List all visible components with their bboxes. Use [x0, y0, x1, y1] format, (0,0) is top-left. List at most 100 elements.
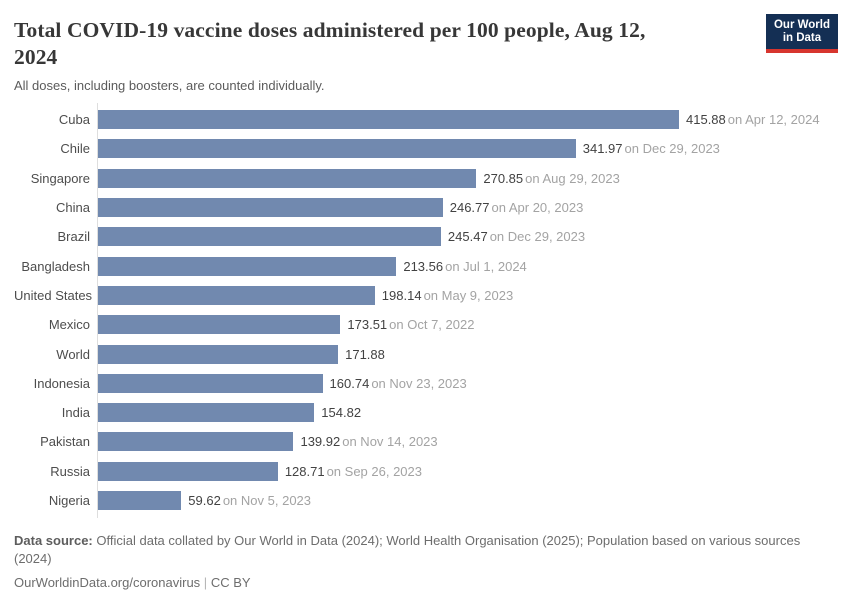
country-bar[interactable] [98, 139, 576, 159]
data-source-label: Data source: [14, 533, 93, 549]
bar-track: 173.51 on Oct 7, 2022 [98, 315, 679, 335]
country-bar[interactable] [98, 168, 477, 188]
chart-footer: Data source: Official data collated by O… [14, 532, 836, 592]
country-label[interactable]: Chile [60, 141, 90, 157]
chart-subtitle: All doses, including boosters, are count… [14, 78, 325, 93]
bar-track: 171.88 [98, 344, 679, 364]
bar-track: 128.71 on Sep 26, 2023 [98, 461, 679, 481]
country-label[interactable]: Bangladesh [21, 258, 90, 274]
bar-date: on Oct 7, 2022 [389, 317, 475, 333]
chart-row: United States 198.14 on May 9, 2023 [14, 281, 836, 310]
bar-value: 213.56 [403, 258, 444, 274]
bar-date: on Apr 20, 2023 [491, 200, 584, 216]
country-bar[interactable] [98, 315, 341, 335]
chart-row: China 246.77 on Apr 20, 2023 [14, 193, 836, 222]
chart-header: Total COVID-19 vaccine doses administere… [14, 14, 838, 93]
country-bar[interactable] [98, 227, 441, 247]
bar-value: 128.71 [284, 463, 325, 479]
attribution-line: OurWorldinData.org/coronavirus | CC BY [14, 574, 836, 592]
bar-track: 160.74 on Nov 23, 2023 [98, 373, 679, 393]
bar-value: 341.97 [582, 141, 623, 157]
country-label[interactable]: Brazil [57, 229, 90, 245]
chart-row: Chile 341.97 on Dec 29, 2023 [14, 134, 836, 163]
bar-date: on Dec 29, 2023 [624, 141, 720, 157]
bar-date: on Sep 26, 2023 [326, 463, 422, 479]
bar-track: 270.85 on Aug 29, 2023 [98, 168, 679, 188]
bar-value: 246.77 [449, 200, 490, 216]
bar-date: on May 9, 2023 [423, 287, 514, 303]
chart-row: Indonesia 160.74 on Nov 23, 2023 [14, 369, 836, 398]
bar-value: 270.85 [483, 170, 524, 186]
page-title-line2: 2024 [14, 45, 58, 69]
country-label[interactable]: Singapore [30, 170, 90, 186]
country-label[interactable]: Mexico [48, 317, 90, 333]
bar-track: 213.56 on Jul 1, 2024 [98, 256, 679, 276]
country-label[interactable]: Pakistan [40, 434, 90, 450]
country-label[interactable]: United States [14, 287, 93, 303]
bar-track: 139.92 on Nov 14, 2023 [98, 432, 679, 452]
bar-date: on Jul 1, 2024 [445, 258, 527, 274]
country-bar[interactable] [98, 432, 294, 452]
bar-track: 246.77 on Apr 20, 2023 [98, 198, 679, 218]
country-bar[interactable] [98, 403, 315, 423]
country-bar[interactable] [98, 344, 339, 364]
bar-value: 198.14 [381, 287, 422, 303]
country-bar[interactable] [98, 373, 323, 393]
page-title: Total COVID-19 vaccine doses administere… [14, 17, 836, 71]
country-label[interactable]: Indonesia [33, 375, 90, 391]
bar-value: 160.74 [329, 375, 370, 391]
y-axis-line [97, 103, 98, 518]
country-bar[interactable] [98, 285, 375, 305]
chart-row: Bangladesh 213.56 on Jul 1, 2024 [14, 251, 836, 280]
country-label[interactable]: World [56, 346, 90, 362]
bar-track: 154.82 [98, 403, 679, 423]
chart-row: Mexico 173.51 on Oct 7, 2022 [14, 310, 836, 339]
country-label[interactable]: Cuba [58, 112, 90, 128]
owid-logo[interactable]: Our World in Data [765, 14, 838, 53]
country-bar[interactable] [98, 461, 278, 481]
data-source-line: Data source: Official data collated by O… [14, 532, 836, 568]
bar-value: 415.88 [686, 112, 726, 128]
country-bar[interactable] [98, 491, 182, 510]
bar-value: 139.92 [300, 434, 341, 450]
bar-track: 198.14 on May 9, 2023 [98, 285, 679, 305]
chart-row: Russia 128.71 on Sep 26, 2023 [14, 457, 836, 486]
owid-url-link[interactable]: OurWorldinData.org/coronavirus [14, 575, 201, 591]
country-bar[interactable] [98, 198, 443, 218]
bar-value: 59.62 [188, 493, 221, 508]
chart-row: India 154.82 [14, 398, 836, 427]
bar-date: on Dec 29, 2023 [489, 229, 586, 245]
owid-logo-line1: Our World [773, 19, 830, 31]
chart-row: Pakistan 139.92 on Nov 14, 2023 [14, 427, 836, 456]
page-title-line1: Total COVID-19 vaccine doses administere… [14, 18, 646, 42]
bar-value: 171.88 [345, 346, 385, 362]
country-label[interactable]: China [56, 200, 90, 216]
bar-date: on Nov 14, 2023 [342, 434, 438, 450]
bar-track: 415.88 on Apr 12, 2024 [98, 110, 820, 130]
bar-track: 341.97 on Dec 29, 2023 [98, 139, 720, 159]
data-source-text: Official data collated by Our World in D… [14, 533, 801, 567]
bar-value: 173.51 [347, 317, 388, 333]
bar-value: 154.82 [321, 405, 362, 421]
bar-date: on Nov 23, 2023 [371, 375, 467, 391]
country-label[interactable]: Russia [50, 463, 90, 479]
country-bar[interactable] [98, 256, 397, 276]
bar-value: 245.47 [447, 229, 488, 245]
chart-row: Brazil 245.47 on Dec 29, 2023 [14, 222, 836, 251]
bar-date: on Nov 5, 2023 [222, 493, 312, 508]
separator: | [203, 575, 208, 591]
bar-track: 245.47 on Dec 29, 2023 [98, 227, 679, 247]
chart-row: Cuba 415.88 on Apr 12, 2024 [14, 105, 836, 134]
chart-row: Nigeria 59.62 on Nov 5, 2023 [14, 486, 836, 515]
owid-logo-line2: in Data [782, 32, 822, 44]
country-bar[interactable] [98, 110, 679, 130]
country-label[interactable]: Nigeria [48, 493, 90, 508]
country-label[interactable]: India [61, 405, 90, 421]
bar-date: on Apr 12, 2024 [727, 112, 820, 128]
chart-row: Singapore 270.85 on Aug 29, 2023 [14, 164, 836, 193]
bar-date: on Aug 29, 2023 [525, 170, 620, 186]
bar-chart: Cuba 415.88 on Apr 12, 2024 Chile 341.97… [14, 103, 836, 518]
license-link[interactable]: CC BY [210, 575, 251, 591]
bar-track: 59.62 on Nov 5, 2023 [98, 491, 679, 510]
